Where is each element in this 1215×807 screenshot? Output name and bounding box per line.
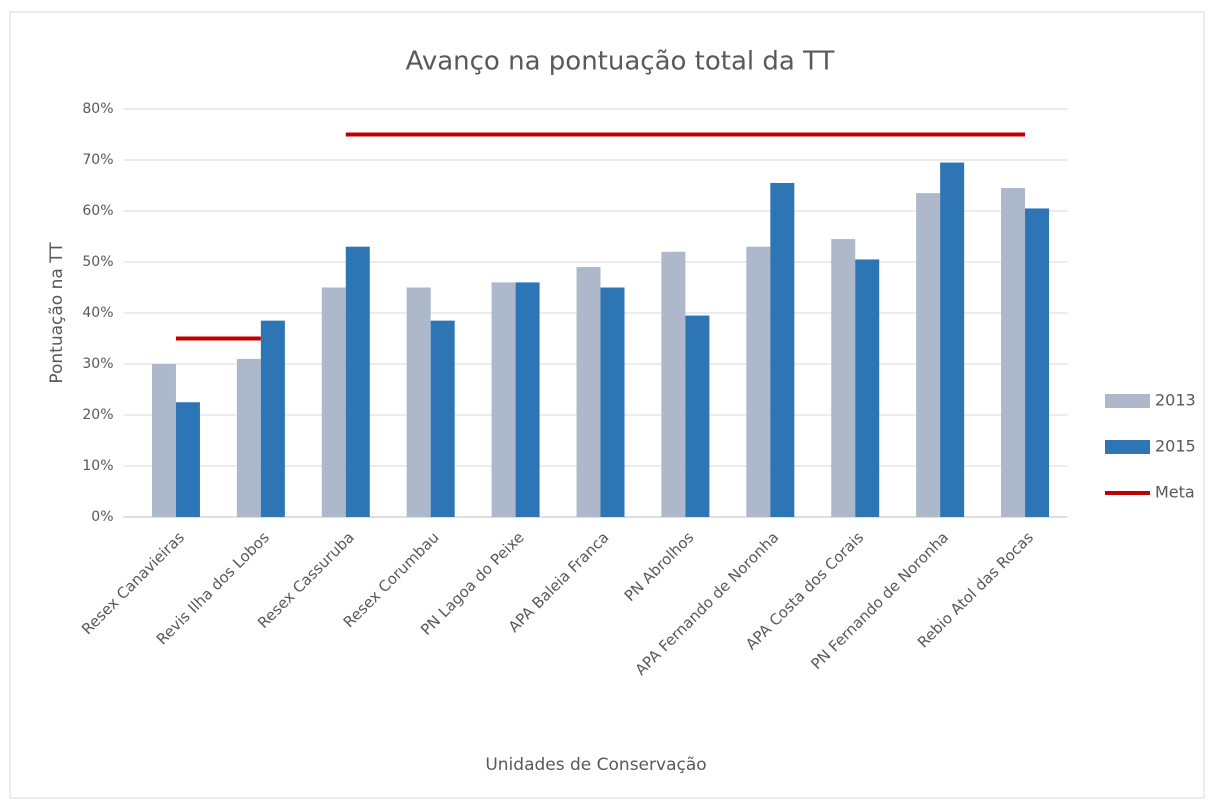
chart-title: Avanço na pontuação total da TT [406,47,835,77]
y-axis-title: Pontuação na TT [47,242,67,384]
y-tick-label: 60% [82,203,113,219]
legend-swatch [1105,440,1150,454]
bar [831,239,856,518]
bar [515,282,540,517]
bar [321,287,346,517]
bar [151,364,176,517]
bar [576,267,601,517]
bar [236,358,261,517]
bar [600,287,625,517]
bar [260,320,285,517]
y-tick-label: 30% [82,356,113,372]
legend-swatch [1105,394,1150,408]
bar [770,182,795,517]
bar [661,251,686,518]
legend-label: Meta [1155,483,1195,502]
bar [175,402,200,517]
bar [491,282,516,517]
y-tick-label: 70% [82,152,113,168]
y-tick-label: 40% [82,305,113,321]
y-tick-label: 80% [82,101,113,117]
y-tick-label: 10% [82,458,113,474]
y-tick-label: 0% [91,509,113,525]
bar [685,315,710,517]
y-tick-label: 20% [82,407,113,423]
bar [1025,208,1050,517]
bar [406,287,431,517]
legend-label: 2015 [1155,437,1196,456]
bar [855,259,880,517]
legend-label: 2013 [1155,391,1196,410]
bar [940,162,965,518]
bar [916,193,941,517]
bar [345,246,370,517]
x-axis-title: Unidades de Conservação [485,755,706,775]
bar [746,246,771,517]
bar [430,320,455,517]
y-tick-label: 50% [82,254,113,270]
bar [1001,188,1026,518]
